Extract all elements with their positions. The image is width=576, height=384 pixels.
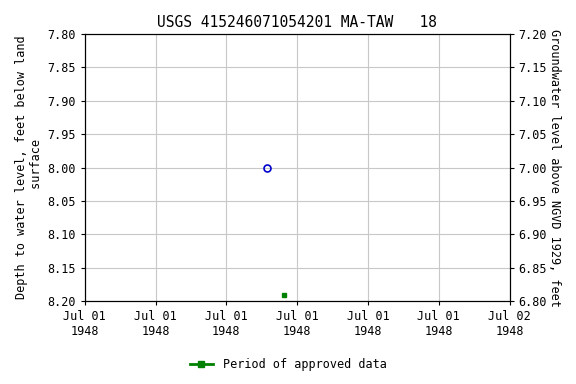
Y-axis label: Depth to water level, feet below land
 surface: Depth to water level, feet below land su…	[15, 36, 43, 300]
Y-axis label: Groundwater level above NGVD 1929, feet: Groundwater level above NGVD 1929, feet	[548, 29, 561, 306]
Legend: Period of approved data: Period of approved data	[185, 354, 391, 376]
Title: USGS 415246071054201 MA-TAW   18: USGS 415246071054201 MA-TAW 18	[157, 15, 437, 30]
